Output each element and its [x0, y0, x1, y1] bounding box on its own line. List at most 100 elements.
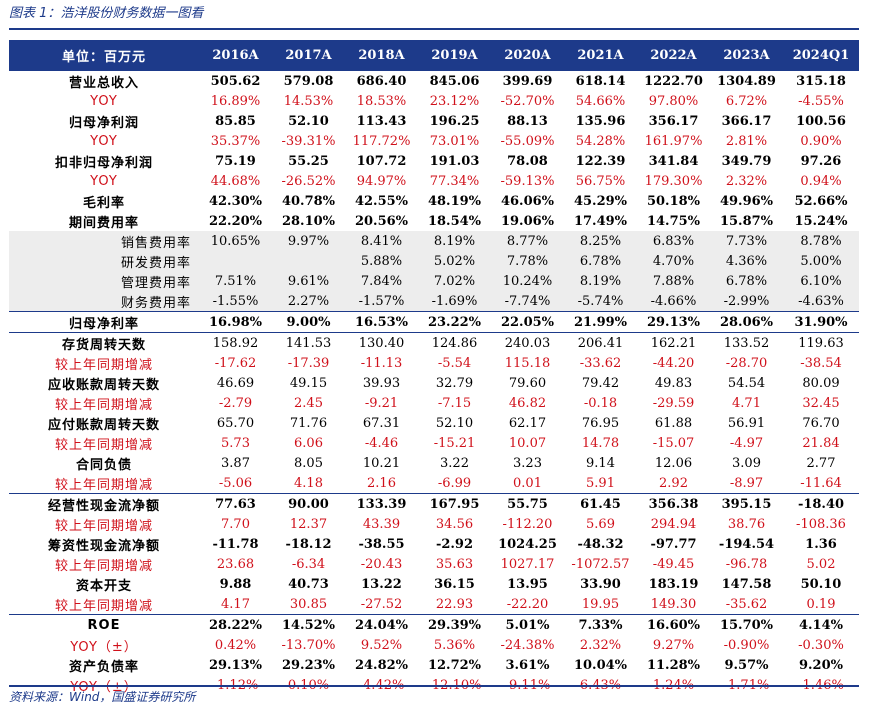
- cell-value: -194.54: [718, 536, 775, 552]
- cell-value: 16.98%: [199, 311, 272, 333]
- cell-value: 179.30%: [644, 173, 703, 189]
- cell-value: -4.63%: [783, 291, 859, 312]
- table-row: YOY 44.68% -26.52% 94.97% 77.34% -59.13% 56.75…: [9, 171, 859, 191]
- cell-value: 119.63: [783, 332, 859, 353]
- cell-value: 191.03: [429, 153, 480, 169]
- cell-value: 135.96: [575, 113, 626, 129]
- cell-value: -28.70: [725, 355, 768, 371]
- cell-value: 71.76: [289, 415, 328, 431]
- cell-value: 0.94%: [800, 173, 842, 189]
- cell-value: 44.68%: [210, 173, 261, 189]
- cell-value: 395.15: [710, 493, 783, 514]
- cell-value: 2.77: [806, 455, 836, 471]
- cell-value: 36.15: [434, 576, 475, 592]
- cell-value: 24.04%: [345, 614, 418, 635]
- cell-value: 77.34%: [429, 173, 480, 189]
- table-row: 合同负债 3.87 8.05 10.21 3.22 3.23 9.14 12.06 3.09 2.…: [9, 453, 859, 473]
- cell-value: 46.82: [508, 395, 547, 411]
- cell-value: 6.10%: [783, 271, 859, 291]
- cell-value: 65.70: [216, 415, 255, 431]
- table-row: 筹资性现金流净额 -11.78 -18.12 -38.55 -2.92 1024.25 -4…: [9, 534, 859, 554]
- cell-value: -4.97: [729, 435, 764, 451]
- cell-value: 62.17: [508, 415, 547, 431]
- cell-value: -11.64: [800, 475, 842, 491]
- cell-value: 1.36: [805, 536, 837, 552]
- cell-value: 4.17: [221, 596, 250, 612]
- cell-value: -13.70%: [281, 637, 336, 653]
- cell-value: -48.32: [577, 536, 624, 552]
- cell-value: -96.78: [725, 556, 768, 572]
- table-row: 较上年同期增减 23.68 -6.34 -20.43 35.63 1027.17 -1072…: [9, 554, 859, 574]
- cell-value: 38.76: [727, 516, 766, 532]
- cell-value: 10.65%: [199, 231, 272, 251]
- cell-value: 5.02: [806, 556, 836, 572]
- cell-value: 46.06%: [500, 193, 555, 209]
- row-label: 较上年同期增减: [54, 598, 153, 614]
- cell-value: 2.32%: [579, 637, 622, 653]
- cell-value: 20.56%: [354, 213, 409, 229]
- cell-value: 7.73%: [710, 231, 783, 251]
- header-year: 2019A: [418, 40, 491, 71]
- cell-value: -1072.57: [571, 556, 630, 572]
- cell-value: 29.13%: [208, 657, 263, 673]
- row-label: 应付账款周转天数: [47, 417, 160, 433]
- row-label: YOY: [90, 93, 118, 109]
- cell-value: 7.51%: [199, 271, 272, 291]
- cell-value: 77.63: [199, 493, 272, 514]
- cell-value: 133.39: [345, 493, 418, 514]
- cell-value: 6.83%: [637, 231, 710, 251]
- cell-value: 115.18: [504, 355, 551, 371]
- row-label: 较上年同期增减: [54, 357, 153, 373]
- cell-value: 349.79: [721, 153, 772, 169]
- row-label: 财务费用率: [9, 291, 199, 312]
- table-row: 应收账款周转天数 46.69 49.15 39.93 32.79 79.60 79.42 49…: [9, 373, 859, 393]
- header-unit: 单位：百万元: [9, 40, 199, 71]
- cell-value: -1.55%: [199, 291, 272, 312]
- cell-value: 5.91: [586, 475, 615, 491]
- cell-value: -33.62: [579, 355, 622, 371]
- cell-value: 6.72%: [725, 93, 768, 109]
- table-row: ROE 28.22% 14.52% 24.04% 29.39% 5.01% 7.33% 16.…: [9, 614, 859, 635]
- cell-value: 294.94: [650, 516, 697, 532]
- cell-value: 16.89%: [210, 93, 261, 109]
- cell-value: -22.20: [506, 596, 549, 612]
- cell-value: 16.60%: [637, 614, 710, 635]
- table-row: 归母净利润 85.85 52.10 113.43 196.25 88.13 135.96 35…: [9, 111, 859, 131]
- table-row: 较上年同期增减 5.73 6.06 -4.46 -15.21 10.07 14.78 -15.…: [9, 433, 859, 453]
- cell-value: 1304.89: [717, 73, 776, 89]
- cell-value: 73.01%: [429, 133, 480, 149]
- row-label: 较上年同期增减: [54, 397, 153, 413]
- cell-value: 54.66%: [575, 93, 626, 109]
- cell-value: 54.54: [727, 375, 766, 391]
- table-row: 管理费用率 7.51% 9.61% 7.84% 7.02% 10.24% 8.19% 7.88…: [9, 271, 859, 291]
- cell-value: [199, 251, 272, 271]
- cell-value: 7.33%: [564, 614, 637, 635]
- table-row: YOY 35.37% -39.31% 117.72% 73.01% -55.09% 54.2…: [9, 131, 859, 151]
- cell-value: 78.08: [507, 153, 548, 169]
- cell-value: 8.19%: [564, 271, 637, 291]
- cell-value: -44.20: [652, 355, 695, 371]
- cell-value: 8.78%: [783, 231, 859, 251]
- cell-value: 54.28%: [575, 133, 626, 149]
- row-label: YOY: [90, 173, 118, 189]
- cell-value: 22.20%: [208, 213, 263, 229]
- cell-value: -8.97: [729, 475, 764, 491]
- cell-value: 10.07: [508, 435, 547, 451]
- cell-value: 28.10%: [281, 213, 336, 229]
- cell-value: 9.27%: [652, 637, 695, 653]
- cell-value: 4.70%: [637, 251, 710, 271]
- cell-value: 61.88: [654, 415, 693, 431]
- table-row: 营业总收入 505.62 579.08 686.40 845.06 399.69 618.1…: [9, 71, 859, 91]
- cell-value: 50.10: [800, 576, 842, 592]
- cell-value: 3.61%: [505, 657, 550, 673]
- cell-value: -6.34: [291, 556, 326, 572]
- cell-value: 162.21: [637, 332, 710, 353]
- cell-value: -26.52%: [281, 173, 336, 189]
- header-year: 2016A: [199, 40, 272, 71]
- cell-value: 30.85: [289, 596, 328, 612]
- cell-value: -1.57%: [345, 291, 418, 312]
- table-row: 应付账款周转天数 65.70 71.76 67.31 52.10 62.17 76.95 61…: [9, 413, 859, 433]
- cell-value: 45.29%: [573, 193, 628, 209]
- cell-value: -20.43: [360, 556, 403, 572]
- cell-value: 6.78%: [564, 251, 637, 271]
